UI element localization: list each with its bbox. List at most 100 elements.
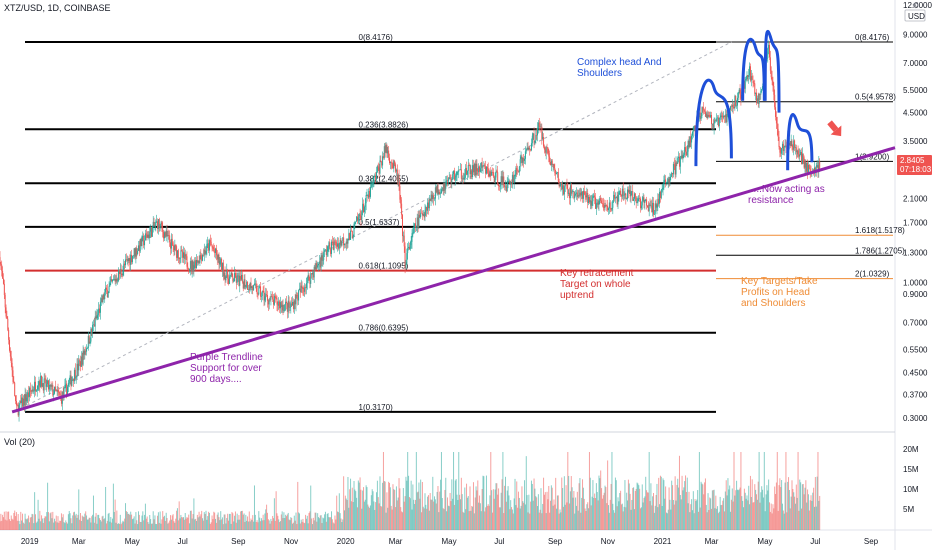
candle-body bbox=[291, 303, 293, 306]
now-resistance-note[interactable]: .....Now acting as resistance bbox=[748, 184, 825, 206]
volume-bar bbox=[266, 512, 268, 530]
volume-bar bbox=[516, 481, 518, 530]
candle-body bbox=[474, 163, 476, 176]
price-tick-label: 9.0000 bbox=[903, 30, 928, 39]
candle-body bbox=[324, 249, 326, 251]
candle-body bbox=[253, 283, 255, 285]
candle-body bbox=[208, 243, 210, 251]
candle-body bbox=[45, 378, 47, 387]
candle-body bbox=[427, 202, 429, 209]
volume-bar bbox=[284, 518, 286, 530]
volume-bar bbox=[602, 495, 604, 530]
trendline[interactable] bbox=[11, 146, 896, 414]
candle-body bbox=[2, 270, 4, 279]
candle-body bbox=[807, 164, 809, 173]
volume-bar bbox=[81, 515, 83, 530]
candle-body bbox=[176, 250, 178, 258]
candle-body bbox=[257, 293, 259, 295]
candle-body bbox=[147, 234, 149, 238]
purple-trendline-note[interactable]: Purple Trendline Support for over 900 days… bbox=[190, 352, 263, 385]
volume-bar bbox=[154, 515, 156, 530]
volume-bar bbox=[112, 483, 114, 530]
candle-body bbox=[570, 185, 572, 194]
candle-body bbox=[99, 308, 101, 313]
candle-body bbox=[413, 227, 415, 233]
volume-bar bbox=[130, 511, 132, 530]
volume-bar bbox=[593, 497, 595, 530]
volume-bar bbox=[54, 521, 56, 530]
candle-body bbox=[23, 398, 25, 406]
volume-bar bbox=[607, 505, 609, 530]
candle-body bbox=[635, 196, 637, 203]
key-targets-note[interactable]: Key Targets/Take Profits on Head and Shoul… bbox=[741, 276, 818, 309]
candle-body bbox=[404, 246, 406, 268]
candle-body bbox=[163, 231, 165, 239]
candle-body bbox=[153, 221, 155, 227]
candle-body bbox=[186, 256, 188, 267]
candle-body bbox=[721, 115, 723, 117]
candle-body bbox=[686, 151, 688, 156]
candle-body bbox=[329, 242, 331, 249]
volume-bar bbox=[422, 506, 424, 530]
candle-body bbox=[65, 383, 67, 386]
key-retracement-note[interactable]: Key retracement Target on whole uptrend bbox=[560, 268, 634, 301]
candle-body bbox=[328, 242, 330, 247]
red-down-arrow-icon[interactable] bbox=[824, 118, 846, 141]
candle-body bbox=[777, 128, 779, 137]
candle-body bbox=[10, 356, 12, 363]
volume-bar bbox=[521, 486, 523, 530]
volume-bar bbox=[464, 487, 466, 530]
candle-body bbox=[347, 238, 349, 244]
time-tick-label: Mar bbox=[389, 537, 403, 546]
candle-body bbox=[117, 280, 119, 282]
volume-bar bbox=[401, 511, 403, 530]
candle-body bbox=[32, 389, 34, 392]
candle-body bbox=[221, 262, 223, 271]
candle-body bbox=[421, 212, 423, 214]
volume-bar bbox=[18, 520, 20, 530]
candle-body bbox=[767, 48, 769, 59]
volume-bar bbox=[509, 509, 511, 530]
volume-bar bbox=[541, 513, 543, 530]
candle-body bbox=[683, 154, 685, 156]
volume-bar bbox=[576, 491, 578, 530]
candle-body bbox=[171, 238, 173, 243]
time-tick-label: Sep bbox=[548, 537, 563, 546]
volume-bar bbox=[534, 488, 536, 530]
volume-bar bbox=[632, 487, 634, 530]
candle-body bbox=[106, 289, 108, 298]
volume-bar bbox=[239, 519, 241, 530]
complex-hs-note[interactable]: Complex head And Shoulders bbox=[577, 57, 662, 79]
currency-badge[interactable] bbox=[904, 9, 926, 22]
candle-body bbox=[588, 196, 590, 204]
candle-body bbox=[663, 180, 665, 188]
candle-body bbox=[512, 174, 514, 183]
fib-levels[interactable]: 0(8.4176)0.236(3.8826)0.382(2.4055)0.5(1… bbox=[25, 33, 716, 413]
settings-icon[interactable]: ⚙ bbox=[912, 1, 919, 10]
volume-bar bbox=[742, 500, 744, 530]
candle-body bbox=[577, 194, 579, 197]
volume-bar bbox=[584, 508, 586, 530]
candle-body bbox=[179, 257, 181, 259]
time-tick-label: May bbox=[442, 537, 457, 546]
volume-bar bbox=[105, 523, 107, 530]
volume-bar bbox=[115, 522, 117, 530]
volume-bar bbox=[478, 502, 480, 530]
candle-body bbox=[388, 150, 390, 158]
volume-bar bbox=[732, 501, 734, 530]
candle-body bbox=[285, 301, 287, 305]
volume-bar bbox=[39, 510, 41, 530]
candle-body bbox=[47, 380, 49, 390]
candle-body bbox=[466, 170, 468, 175]
volume-bar bbox=[377, 497, 379, 530]
head-and-shoulders-arcs[interactable] bbox=[694, 29, 814, 171]
candle-body bbox=[692, 126, 694, 132]
volume-bar bbox=[440, 452, 442, 530]
top-price-label: 12.0000 bbox=[903, 1, 932, 10]
candle-body bbox=[785, 145, 787, 147]
volume-bar bbox=[807, 489, 809, 530]
volume-bar bbox=[659, 504, 661, 530]
volume-bar bbox=[382, 452, 384, 530]
volume-bar bbox=[240, 510, 242, 530]
